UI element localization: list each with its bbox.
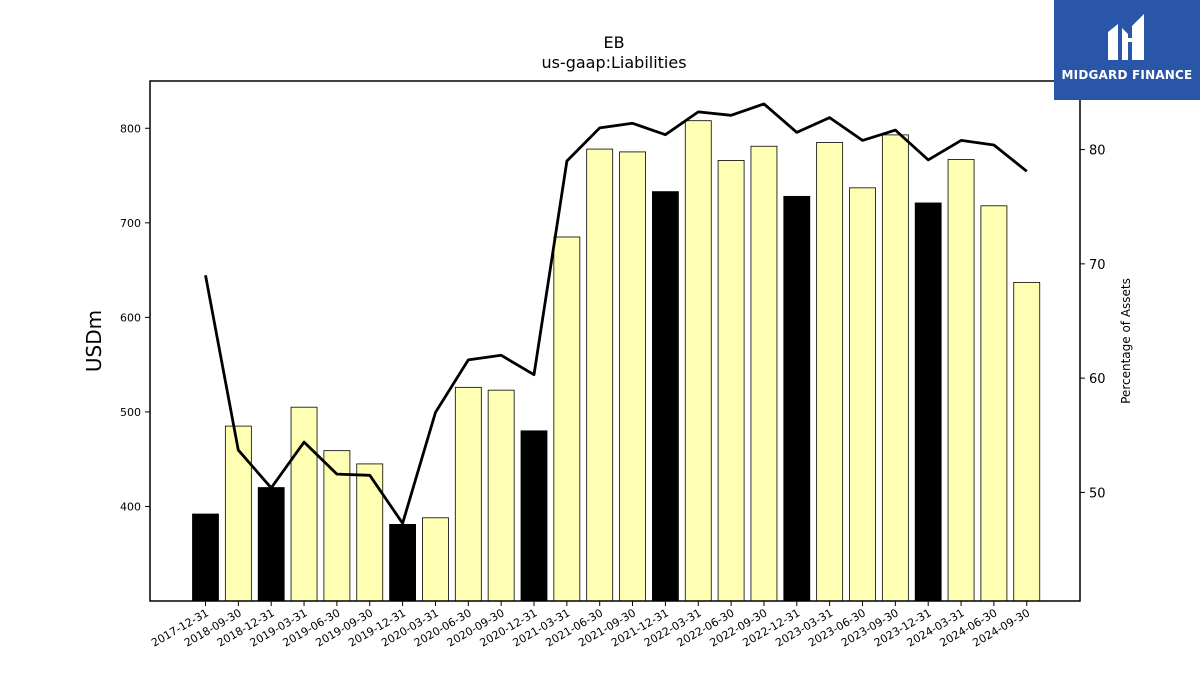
bar-2021-03-31 [553, 236, 581, 602]
bar-2022-12-31 [783, 195, 811, 602]
bar-2018-09-30 [224, 425, 252, 602]
line-layer [204, 102, 1028, 525]
bar-2024-03-31 [947, 159, 975, 602]
bar-2017-12-31 [192, 513, 219, 602]
x-axis: 2017-12-312018-09-302018-12-312019-03-31… [149, 601, 1032, 650]
bar-2024-09-30 [1013, 281, 1041, 602]
chart-subtitle: us-gaap:Liabilities [541, 53, 686, 72]
plot-frame [149, 80, 1081, 602]
y2-tick-label: 60 [1089, 372, 1106, 387]
bar-group [192, 120, 1041, 602]
left-axis: 400 500 600 700 800 [120, 122, 150, 513]
bar-2023-06-30 [849, 187, 876, 602]
bar-2019-03-31 [290, 406, 318, 602]
chart-title: EB [603, 33, 624, 52]
bar-2021-06-30 [586, 148, 614, 602]
y-tick-label: 500 [120, 406, 141, 419]
bar-2020-06-30 [454, 386, 482, 602]
y-axis-label: USDm [82, 310, 106, 372]
y2-tick-label: 80 [1089, 144, 1106, 159]
bar-2023-09-30 [881, 134, 909, 602]
y-tick-label: 700 [120, 217, 141, 230]
bar-2020-09-30 [487, 389, 515, 602]
y2-tick-label: 70 [1089, 258, 1106, 273]
brand-logo: MIDGARD FINANCE [1054, 0, 1200, 100]
bar-2020-12-31 [520, 430, 548, 602]
bar-2022-09-30 [750, 145, 778, 602]
y-tick-label: 400 [120, 500, 141, 513]
midgard-mark-icon [1108, 14, 1144, 60]
bar-2020-03-31 [422, 517, 449, 602]
y-tick-label: 600 [120, 311, 141, 324]
bar-2023-12-31 [914, 202, 942, 602]
bar-2018-12-31 [257, 487, 285, 602]
bar-2022-06-30 [717, 160, 745, 602]
bar-2023-03-31 [816, 142, 844, 602]
percentage-line [204, 102, 1028, 525]
y-tick-label: 800 [120, 122, 141, 135]
y2-axis-label: Percentage of Assets [1119, 278, 1133, 404]
bar-2019-12-31 [389, 524, 417, 602]
right-axis: 50 60 70 80 [1080, 144, 1106, 501]
bar-2019-09-30 [356, 463, 384, 602]
bar-2021-09-30 [619, 151, 646, 602]
bar-2022-03-31 [684, 120, 712, 602]
bar-2021-12-31 [652, 191, 679, 602]
logo-text: MIDGARD FINANCE [1061, 68, 1193, 82]
y2-tick-label: 50 [1089, 486, 1106, 501]
bar-2024-06-30 [980, 205, 1008, 602]
